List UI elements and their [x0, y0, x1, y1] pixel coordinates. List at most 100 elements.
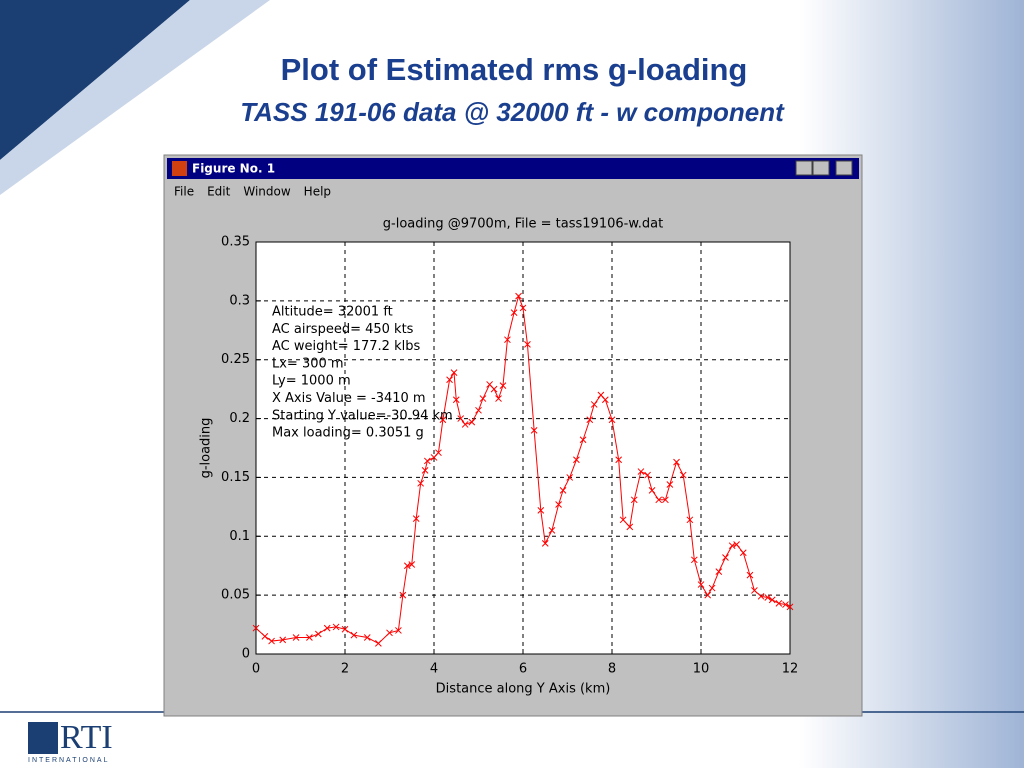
data-marker: [408, 561, 416, 568]
data-marker: [733, 541, 740, 548]
data-marker: [782, 601, 789, 608]
data-marker: [673, 458, 680, 466]
close-button[interactable]: [835, 160, 853, 176]
data-marker: [541, 539, 549, 547]
x-tick-label: 12: [782, 662, 799, 677]
menu-item[interactable]: Window: [243, 185, 291, 199]
data-marker: [615, 456, 623, 464]
y-tick-label: 0.05: [221, 588, 250, 603]
data-marker: [768, 596, 776, 604]
data-marker: [590, 401, 598, 408]
y-axis-label: g-loading: [199, 418, 214, 479]
window-buttons: [795, 160, 853, 176]
data-marker: [461, 421, 469, 428]
menu-item[interactable]: Edit: [207, 185, 231, 199]
logo-name: RTI: [60, 719, 113, 756]
data-marker: [515, 292, 522, 300]
annotation: Max loading= 0.3051 g: [272, 426, 424, 441]
data-marker: [708, 584, 716, 592]
data-marker: [601, 396, 609, 404]
data-marker: [666, 481, 674, 488]
y-tick-label: 0.2: [229, 411, 250, 426]
data-marker: [637, 468, 645, 475]
data-marker: [363, 634, 371, 641]
data-marker: [630, 496, 638, 504]
slide-title: Plot of Estimated rms g-loading: [281, 52, 748, 87]
data-marker: [423, 457, 431, 465]
data-marker: [728, 542, 736, 550]
data-marker: [450, 369, 458, 377]
data-marker: [490, 385, 498, 393]
data-marker: [626, 523, 634, 531]
data-marker: [495, 395, 502, 402]
data-marker: [690, 556, 698, 564]
maximize-button[interactable]: [812, 160, 830, 176]
data-marker: [775, 600, 783, 607]
annotation: X Axis Value = -3410 m: [272, 391, 426, 406]
data-marker: [412, 515, 420, 522]
annotation: AC weight= 177.2 klbs: [272, 339, 420, 354]
data-marker: [764, 594, 772, 601]
data-marker: [332, 623, 340, 631]
logo-mark: [28, 722, 58, 754]
data-marker: [697, 581, 705, 588]
menu-item[interactable]: File: [174, 185, 194, 199]
data-marker: [341, 625, 349, 633]
y-tick-label: 0.3: [229, 293, 250, 308]
y-tick-label: 0.35: [221, 235, 250, 250]
x-axis-label: Distance along Y Axis (km): [436, 682, 611, 697]
data-marker: [739, 549, 747, 557]
x-tick-label: 0: [252, 662, 260, 677]
data-marker: [648, 487, 656, 494]
annotation: Altitude= 32001 ft: [272, 305, 393, 320]
data-marker: [395, 627, 402, 634]
data-marker: [457, 415, 465, 422]
corner-band-light: [0, 0, 270, 195]
data-marker: [786, 603, 794, 611]
data-marker: [479, 395, 487, 402]
data-marker: [399, 591, 407, 599]
data-marker: [306, 634, 313, 641]
window-icon: [172, 161, 187, 176]
data-marker: [619, 516, 627, 524]
data-marker: [704, 591, 712, 599]
data-marker: [468, 418, 476, 426]
annotation: Starting Y value=-30.94 km: [272, 408, 453, 423]
data-marker: [510, 309, 518, 316]
annotation: Ly= 1000 m: [272, 374, 351, 389]
x-tick-label: 6: [519, 662, 527, 677]
data-marker: [608, 416, 616, 424]
data-marker: [268, 637, 275, 645]
data-marker: [439, 416, 447, 424]
data-marker: [566, 474, 574, 481]
slide-subtitle: TASS 191-06 data @ 32000 ft - w componen…: [240, 97, 785, 127]
y-tick-label: 0.25: [221, 352, 250, 367]
data-marker: [644, 471, 651, 479]
data-marker: [559, 487, 567, 494]
data-marker: [679, 471, 687, 479]
x-tick-label: 2: [341, 662, 349, 677]
data-marker: [375, 640, 382, 647]
x-tick-label: 10: [693, 662, 710, 677]
menu-item[interactable]: Help: [304, 185, 331, 199]
data-marker: [314, 630, 322, 638]
logo-tagline: INTERNATIONAL: [28, 757, 110, 764]
annotation: AC airspeed= 450 kts: [272, 322, 414, 337]
title-bar: [167, 158, 859, 179]
data-marker: [323, 624, 331, 632]
data-marker: [655, 496, 663, 504]
data-marker: [252, 624, 260, 632]
menu-bar: File Edit Window Help: [174, 185, 331, 199]
data-marker: [586, 416, 594, 424]
data-marker: [715, 568, 723, 575]
data-marker: [504, 336, 511, 344]
data-marker: [261, 632, 269, 640]
data-marker: [573, 456, 580, 464]
data-marker: [537, 507, 545, 514]
plot: 0 2 4 6 8 10 12 0 0.05 0.1 0.15 0.2 0.25 0.3 0.35 g-loa…: [199, 217, 799, 697]
minimize-button[interactable]: [795, 160, 813, 176]
data-marker: [421, 467, 429, 474]
data-marker: [530, 426, 538, 434]
x-tick-label: 8: [608, 662, 616, 677]
